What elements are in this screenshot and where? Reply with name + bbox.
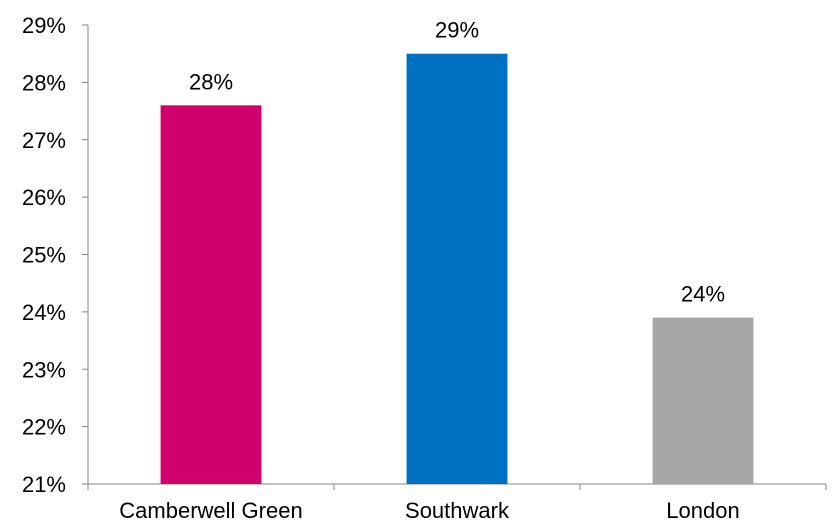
- y-tick-label: 25%: [22, 243, 66, 268]
- y-tick-label: 22%: [22, 415, 66, 440]
- bar: [160, 105, 262, 484]
- x-category-label: London: [666, 498, 739, 523]
- y-tick-label: 29%: [22, 13, 66, 38]
- y-tick-label: 28%: [22, 70, 66, 95]
- y-tick-label: 23%: [22, 357, 66, 382]
- bar: [652, 317, 754, 484]
- bar-data-label: 24%: [681, 282, 725, 307]
- x-category-label: Camberwell Green: [119, 498, 302, 523]
- bars: [160, 53, 754, 484]
- y-axis: 21% 22% 23% 24% 25% 26% 27% 28% 29%: [22, 13, 89, 497]
- bar-data-label: 29%: [435, 18, 479, 43]
- bar-data-label: 28%: [189, 69, 233, 94]
- y-tick-label: 26%: [22, 185, 66, 210]
- x-category-label: Southwark: [405, 498, 510, 523]
- y-tick-label: 21%: [22, 472, 66, 497]
- y-tick-label: 24%: [22, 300, 66, 325]
- x-axis: Camberwell Green Southwark London: [87, 483, 827, 523]
- data-labels: 28% 29% 24%: [189, 18, 725, 307]
- y-tick-label: 27%: [22, 128, 66, 153]
- bar: [406, 53, 508, 484]
